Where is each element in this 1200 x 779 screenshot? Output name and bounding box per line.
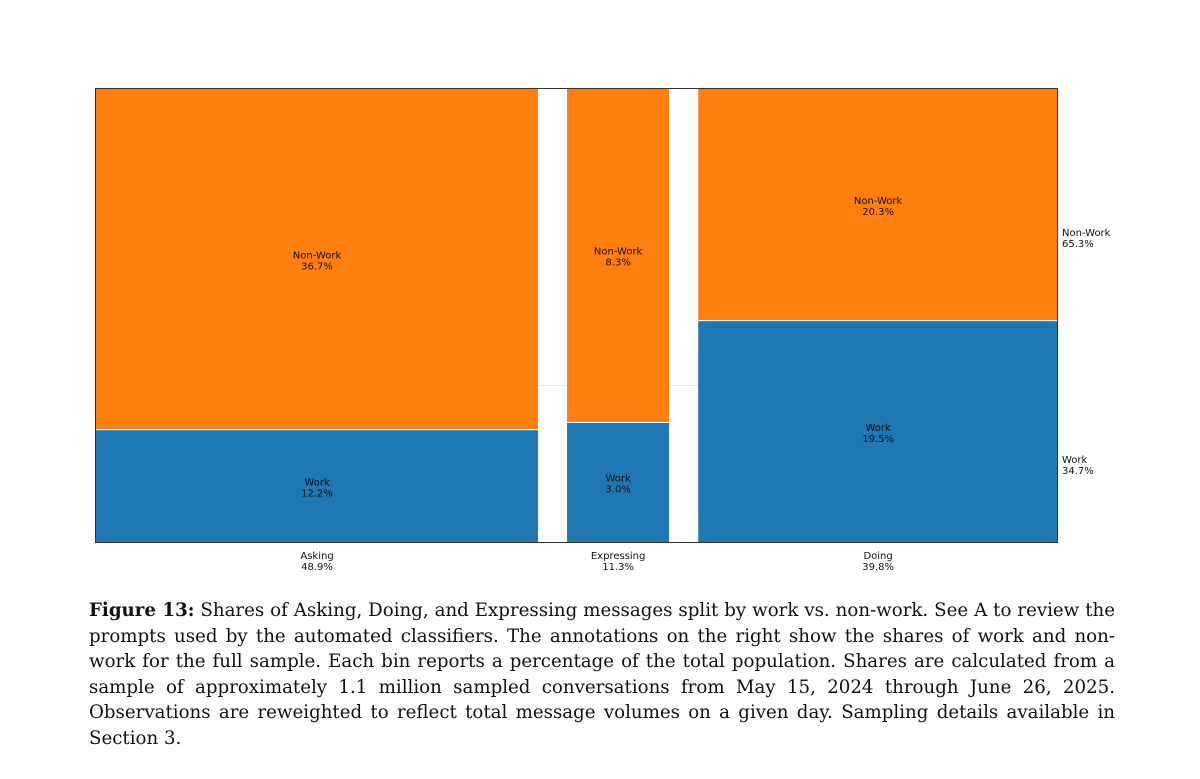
category-label-doing: Doing 39.8% [862, 551, 894, 573]
side-label-work: Work 34.7% [1062, 455, 1094, 477]
cell-expressing-work [567, 422, 670, 543]
cell-doing-non-work [698, 89, 1058, 321]
cell-doing-work [698, 320, 1058, 543]
label-asking-non-work: Non-Work 36.7% [293, 250, 342, 272]
cell-expressing-non-work [567, 89, 670, 423]
label-expressing-non-work: Non-Work 8.3% [594, 247, 643, 269]
mosaic-chart: Non-Work 36.7% Work 12.2% Asking 48.9% Non-Wor… [95, 88, 1111, 573]
cell-asking-non-work [96, 89, 539, 430]
figure-caption: Figure 13: Shares of Asking, Doing, and … [89, 598, 1115, 752]
label-doing-work: Work 19.5% [862, 423, 894, 445]
plot-frame [95, 88, 1058, 543]
category-label-expressing: Expressing 11.3% [591, 551, 646, 573]
mosaic-cells [96, 89, 1058, 543]
gap-asking [538, 89, 568, 543]
caption-label: Figure 13: [89, 600, 195, 621]
cell-asking-work [96, 429, 539, 543]
label-doing-non-work: Non-Work 20.3% [854, 196, 903, 218]
label-asking-work: Work 12.2% [301, 477, 333, 499]
caption-text: Shares of Asking, Doing, and Expressing … [89, 600, 1115, 749]
side-label-non-work: Non-Work 65.3% [1062, 228, 1111, 250]
category-label-asking: Asking 48.9% [300, 551, 333, 573]
gap-expressing [669, 89, 699, 543]
mosaic-labels: Non-Work 36.7% Work 12.2% Asking 48.9% Non-Wor… [293, 196, 1111, 573]
label-expressing-work: Work 3.0% [605, 474, 631, 496]
